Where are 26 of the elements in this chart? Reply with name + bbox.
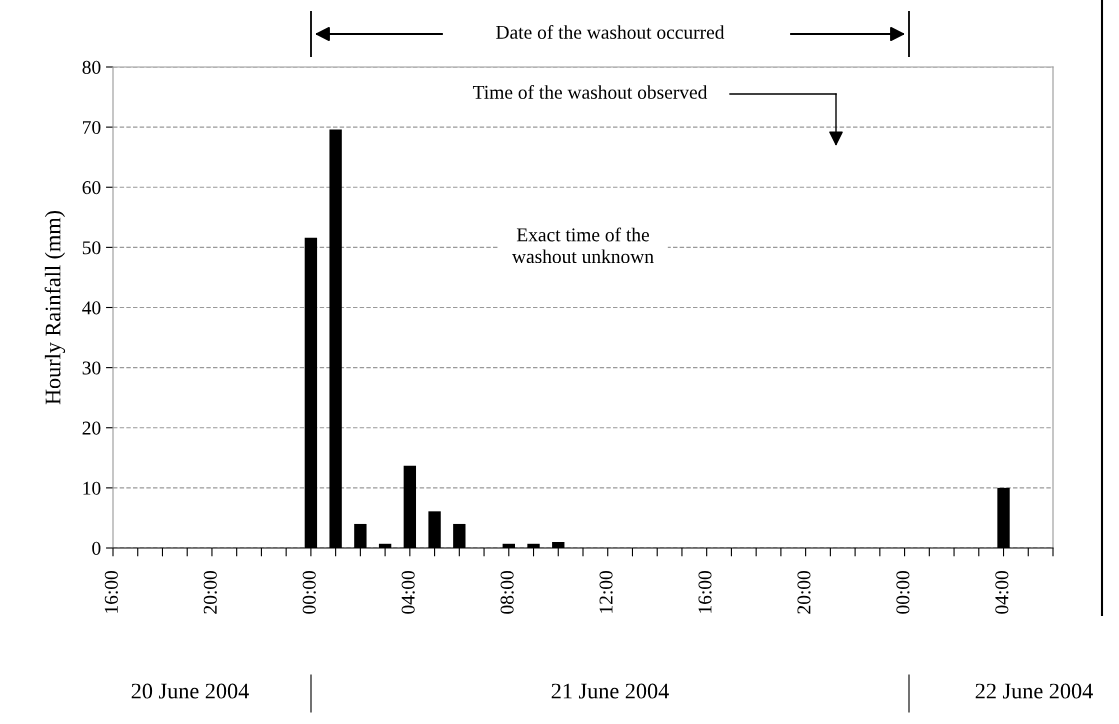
y-tick-label: 80 <box>82 60 101 74</box>
x-tick-label: 00:00 <box>896 570 910 614</box>
annotation: Time of the washout observed <box>472 84 708 99</box>
x-tick-label: 08:00 <box>500 570 514 614</box>
text: 21 June 2004 <box>551 683 669 699</box>
text: 20 June 2004 <box>131 683 249 699</box>
x-tick-label: 04:00 <box>401 570 415 614</box>
text: 22 June 2004 <box>975 683 1093 699</box>
text: Date of the washout occurred <box>496 24 725 39</box>
y-tick-label: 0 <box>92 541 101 555</box>
y-tick-label: 60 <box>82 181 101 195</box>
y-tick-label: 20 <box>82 421 101 435</box>
x-tick-label: 20:00 <box>203 570 217 614</box>
x-tick-label: 20:00 <box>797 570 811 614</box>
annotation: Exact time of the washout unknown <box>511 227 654 264</box>
y-tick-label: 70 <box>83 120 101 135</box>
y-tick-label: 30 <box>82 361 101 375</box>
x-tick-label: 16:00 <box>104 570 118 613</box>
x-tick-label: 16:00 <box>698 570 712 613</box>
y-axis-title: Hourly Rainfall (mm) <box>44 210 66 405</box>
y-tick-label: 40 <box>82 301 101 315</box>
x-tick-label: 00:00 <box>302 570 316 614</box>
x-tick-label: 04:00 <box>995 570 1009 614</box>
y-tick-label: 10 <box>83 481 101 495</box>
x-tick-label: 12:00 <box>599 570 613 613</box>
y-tick-label: 50 <box>82 241 101 255</box>
